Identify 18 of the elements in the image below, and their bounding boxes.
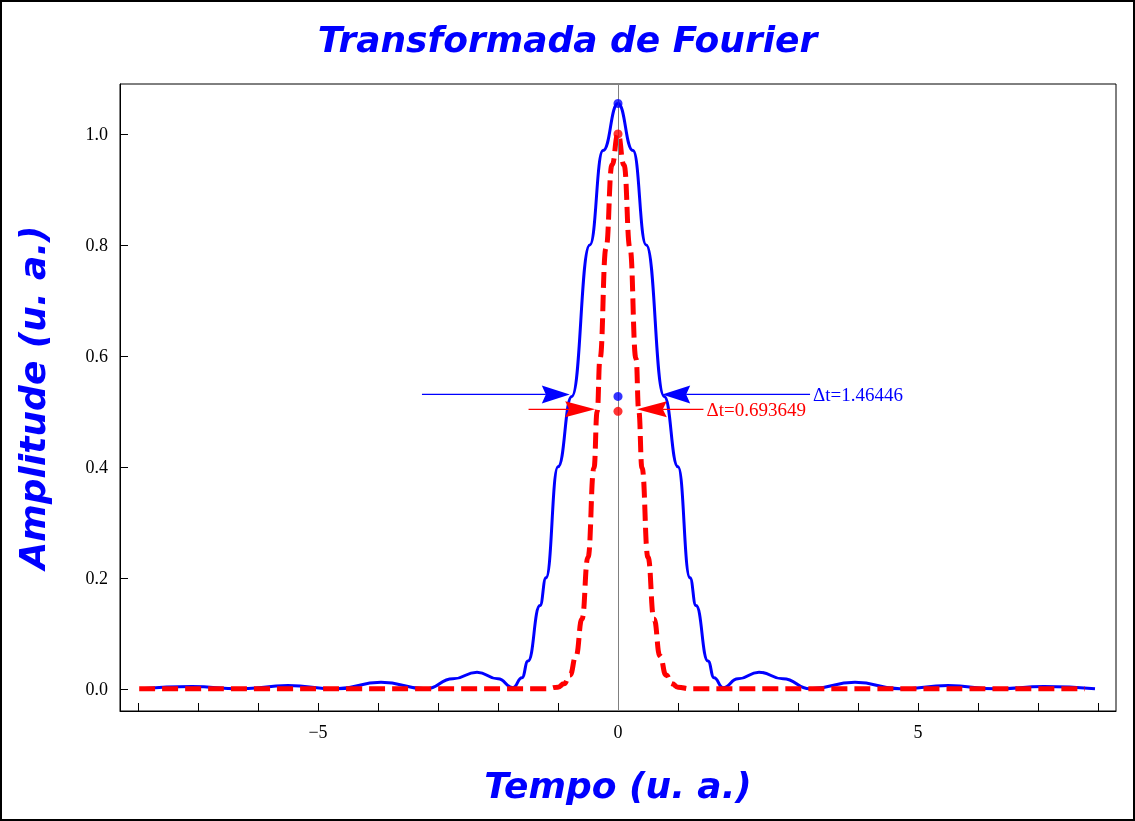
y-tick-label: 0.0	[85, 678, 108, 699]
point	[613, 129, 623, 139]
point	[613, 391, 623, 401]
annotation: Δt=0.693649	[706, 399, 806, 421]
y-tick-label: 0.2	[85, 567, 108, 588]
point	[613, 98, 623, 108]
y-tick-label: 0.4	[85, 456, 108, 477]
y-tick-label: 0.6	[85, 345, 108, 366]
y-tick-label: 1.0	[85, 123, 108, 144]
y-tick-label: 0.8	[85, 234, 108, 255]
x-axis-title: Tempo (u. a.)	[484, 764, 752, 806]
x-tick-label: −5	[308, 722, 328, 742]
x-tick-label: 5	[913, 722, 923, 742]
x-tick-label: 0	[613, 722, 623, 742]
point	[613, 406, 623, 416]
chart-title: Transformada de Fourier	[317, 18, 820, 60]
y-axis-title: Amplitude (u. a.)	[11, 225, 53, 573]
annotation: Δt=1.46446	[813, 384, 903, 406]
